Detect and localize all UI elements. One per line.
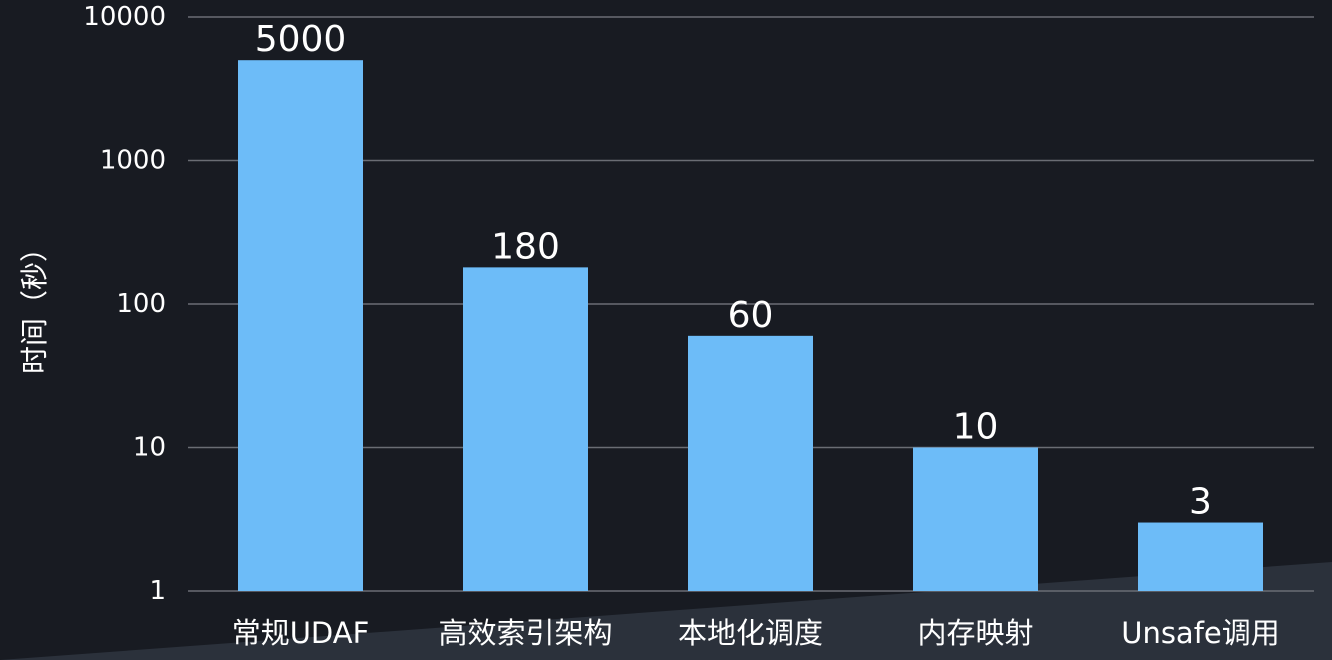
x-category-label: Unsafe调用: [1121, 616, 1280, 650]
x-axis-categories: 常规UDAF 高效索引架构 本地化调度 内存映射 Unsafe调用: [232, 616, 1280, 650]
bar: [913, 447, 1038, 591]
bar: [688, 335, 813, 591]
bar: [463, 267, 588, 591]
bars: [238, 60, 1263, 591]
data-label: 3: [1189, 482, 1212, 523]
bar: [238, 60, 363, 591]
x-category-label: 本地化调度: [678, 616, 823, 650]
y-tick-label: 10: [133, 433, 166, 463]
y-axis-title: 时间（秒）: [18, 234, 51, 374]
data-label: 180: [491, 226, 560, 267]
bar: [1138, 522, 1263, 591]
y-axis-ticks: 1 10 100 1000 10000: [83, 2, 166, 606]
x-category-label: 常规UDAF: [232, 616, 370, 650]
data-label: 5000: [255, 19, 347, 60]
gridlines: [188, 16, 1314, 592]
y-tick-label: 10000: [83, 2, 166, 32]
data-labels: 5000 180 60 10 3: [255, 19, 1212, 522]
x-category-label: 高效索引架构: [438, 616, 612, 650]
y-tick-label: 1: [149, 576, 166, 606]
y-tick-label: 1000: [100, 146, 166, 176]
x-category-label: 内存映射: [917, 616, 1033, 650]
data-label: 60: [728, 295, 774, 336]
y-tick-label: 100: [116, 289, 166, 319]
data-label: 10: [953, 407, 999, 448]
